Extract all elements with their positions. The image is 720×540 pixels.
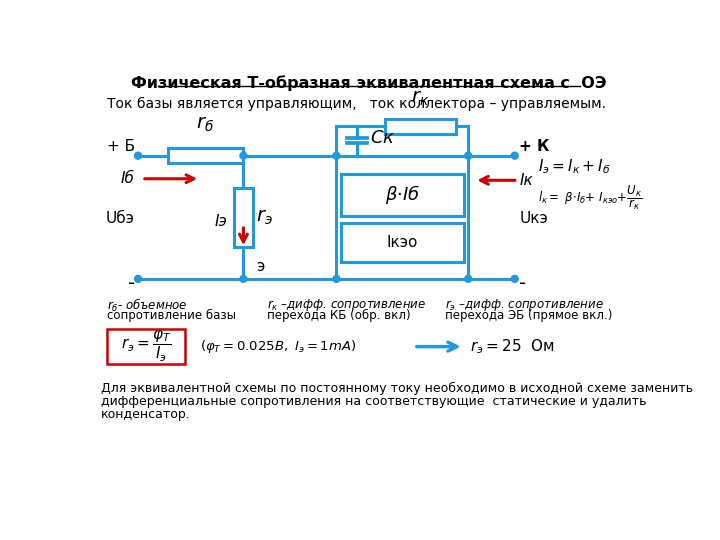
Circle shape — [511, 275, 518, 282]
Text: + Б: + Б — [107, 139, 135, 154]
Text: Iк: Iк — [519, 173, 533, 188]
Bar — [168, 148, 243, 164]
Bar — [234, 188, 253, 247]
Text: конденсатор.: конденсатор. — [101, 408, 191, 421]
Text: Ток базы является управляющим,   ток коллектора – управляемым.: Ток базы является управляющим, ток колле… — [107, 97, 606, 111]
Text: $I_{э} = I_{к} + I_{б}$: $I_{э} = I_{к} + I_{б}$ — [538, 157, 611, 176]
Text: перехода КБ (обр. вкл): перехода КБ (обр. вкл) — [266, 309, 410, 322]
Text: Iкэо: Iкэо — [387, 235, 418, 250]
Bar — [341, 224, 464, 262]
Circle shape — [464, 275, 472, 282]
Text: Для эквивалентной схемы по постоянному току необходимо в исходной схеме заменить: Для эквивалентной схемы по постоянному т… — [101, 382, 693, 395]
Text: Физическая Т-образная эквивалентная схема с  ОЭ: Физическая Т-образная эквивалентная схем… — [131, 76, 607, 91]
Circle shape — [511, 152, 518, 159]
Text: $r_{к}$: $r_{к}$ — [411, 89, 429, 108]
Bar — [384, 119, 456, 134]
Text: -: - — [519, 274, 526, 293]
Text: дифференциальные сопротивления на соответствующие  статические и удалить: дифференциальные сопротивления на соотве… — [101, 395, 647, 408]
Circle shape — [333, 152, 340, 159]
Circle shape — [240, 152, 247, 159]
Text: $r_{б}$- объемное: $r_{б}$- объемное — [107, 298, 188, 314]
Text: перехода ЭБ (прямое вкл.): перехода ЭБ (прямое вкл.) — [445, 309, 612, 322]
Circle shape — [240, 275, 247, 282]
Text: Iб: Iб — [121, 171, 135, 186]
Text: $r_{э}$ –дифф. сопротивление: $r_{э}$ –дифф. сопротивление — [445, 298, 604, 313]
Text: -: - — [128, 274, 135, 293]
Text: $r_{э} = 25$  Ом: $r_{э} = 25$ Ом — [469, 338, 554, 356]
Circle shape — [464, 152, 472, 159]
Text: э: э — [256, 259, 265, 274]
Bar — [341, 174, 464, 215]
Text: $(\varphi_{T} = 0.025B,\ I_{э}{=}1mA)$: $(\varphi_{T} = 0.025B,\ I_{э}{=}1mA)$ — [200, 338, 356, 355]
Text: Uбэ: Uбэ — [106, 211, 135, 226]
Text: $β·Iб$: $β·Iб$ — [384, 184, 420, 206]
Text: Iэ: Iэ — [215, 214, 228, 230]
Text: $r_{э} = \dfrac{\varphi_{T}}{I_{э}}$: $r_{э} = \dfrac{\varphi_{T}}{I_{э}}$ — [120, 329, 171, 365]
Text: Uкэ: Uкэ — [519, 211, 548, 226]
Text: $r_{к}$ –дифф. сопротивление: $r_{к}$ –дифф. сопротивление — [266, 298, 426, 313]
Bar — [107, 329, 184, 365]
Text: сопротивление базы: сопротивление базы — [107, 309, 236, 322]
Text: $l_к{=}\ \beta{\cdot}I_б{+}\ I_{кэо}{+}\dfrac{U_{к}}{r_{к}}$: $l_к{=}\ \beta{\cdot}I_б{+}\ I_{кэо}{+}\… — [538, 184, 643, 212]
Circle shape — [333, 275, 340, 282]
Text: $Cк$: $Cк$ — [370, 130, 395, 147]
Circle shape — [135, 152, 142, 159]
Text: $r_{б}$: $r_{б}$ — [197, 115, 215, 134]
Circle shape — [135, 275, 142, 282]
Text: $r_{э}$: $r_{э}$ — [256, 208, 273, 227]
Text: + К: + К — [519, 139, 550, 154]
